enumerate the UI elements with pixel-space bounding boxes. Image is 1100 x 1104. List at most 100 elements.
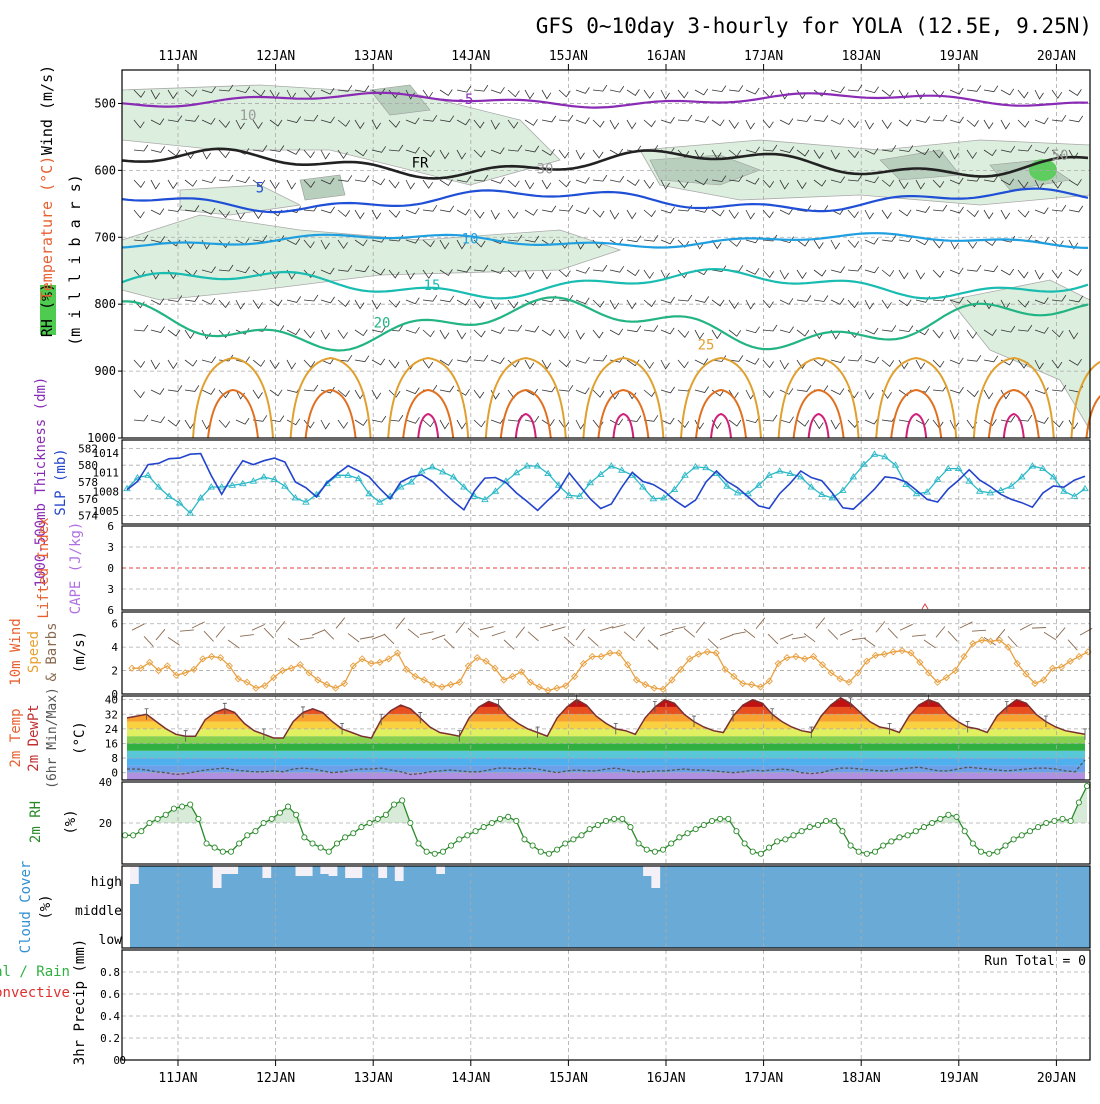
bottom-date-label: 17JAN — [744, 1071, 783, 1086]
wind-barb — [949, 116, 964, 124]
wind-speed-marker — [686, 655, 694, 663]
wind-barb — [320, 267, 335, 275]
wind-barb — [626, 359, 640, 367]
temp-band — [127, 772, 1085, 780]
wind-barb — [745, 357, 760, 365]
wind-barb — [191, 621, 205, 629]
wind-barb — [524, 269, 535, 280]
wind-barb — [388, 179, 400, 189]
wind-barb — [609, 119, 620, 130]
wind-barb — [983, 239, 997, 247]
wind-barb — [388, 389, 401, 398]
wind-barb — [184, 419, 195, 430]
y-tick-label-left: 580 — [78, 459, 98, 472]
isotherm-5 — [121, 187, 1089, 214]
wind-barb — [813, 239, 824, 250]
wind-barb — [728, 119, 739, 130]
wind-barb — [592, 119, 605, 128]
wind-barb — [383, 633, 395, 645]
wind-barb — [558, 269, 571, 278]
wind-barb — [1000, 209, 1011, 220]
isotherm-30-loop — [1085, 395, 1100, 439]
rh-marker — [179, 803, 186, 810]
y-tick-label: 0.4 — [100, 1010, 120, 1023]
wind-barb — [677, 359, 689, 369]
wind-barb — [218, 329, 231, 339]
wind-barb — [524, 179, 535, 190]
wind-barb — [405, 269, 415, 280]
wind-speed-marker — [137, 664, 145, 672]
wind-barb — [524, 359, 535, 370]
rh-marker — [863, 850, 870, 857]
rh-marker — [154, 815, 161, 822]
wind-barb — [881, 89, 895, 97]
minmax-bar — [1004, 701, 1009, 713]
wind-barb — [541, 329, 555, 336]
wind-barb — [218, 354, 234, 362]
thickness-marker — [649, 494, 658, 502]
temp-band — [127, 743, 1085, 751]
wind-barb — [728, 419, 742, 427]
wind-barb — [167, 359, 178, 370]
wind-speed-marker — [323, 680, 331, 689]
thickness-marker — [849, 473, 858, 480]
wind-barb — [473, 149, 486, 158]
wind-speed-marker — [473, 654, 481, 662]
y-axis-label-part: Temperature (°C) — [38, 156, 56, 301]
wind-barb — [320, 419, 330, 430]
wind-barb — [303, 149, 315, 159]
wind-barb — [131, 623, 145, 631]
wind-barb — [167, 419, 181, 427]
wind-barb — [539, 623, 554, 629]
wind-barb — [439, 269, 453, 276]
wind-speed-marker — [694, 650, 703, 658]
wind-barb — [467, 627, 479, 638]
thickness-marker — [786, 469, 795, 477]
thickness-marker — [281, 482, 289, 489]
wind-speed-marker — [1048, 664, 1057, 672]
wind-barb — [881, 269, 895, 277]
wind-barb — [745, 146, 760, 154]
wind-barb — [915, 148, 930, 156]
wind-barb — [779, 388, 794, 395]
wind-barb — [932, 359, 945, 368]
temp-band — [127, 697, 1085, 707]
wind-barb — [660, 89, 670, 100]
wind-speed-marker — [482, 657, 490, 665]
panel-frame — [121, 611, 1091, 695]
wind-barb — [611, 624, 626, 629]
wind-barb — [694, 178, 709, 186]
rh-marker — [570, 836, 577, 843]
wind-barb — [915, 206, 931, 213]
wind-speed-marker — [402, 665, 411, 674]
wind-barb — [1017, 324, 1033, 332]
rh-marker — [219, 848, 226, 855]
wind-barb — [949, 296, 964, 304]
wind-speed-marker — [916, 658, 924, 667]
thickness-marker — [617, 466, 626, 473]
rh-marker — [871, 848, 879, 855]
wind-barb — [405, 326, 420, 334]
rh-marker — [293, 811, 300, 818]
wind-barb — [1055, 627, 1066, 639]
cloud-gap — [212, 866, 222, 888]
rh-marker — [619, 815, 626, 822]
wind-barb — [592, 209, 605, 218]
wind-barb — [949, 386, 964, 394]
wind-barb — [677, 179, 689, 189]
y-tick-label: 0 — [111, 767, 118, 780]
wind-barb — [541, 419, 555, 426]
wind-barb — [575, 149, 585, 160]
thickness-marker — [523, 462, 531, 469]
wind-barb — [575, 329, 585, 340]
cloud-gap — [436, 866, 445, 874]
wind-barb — [762, 269, 775, 279]
wind-barb — [337, 419, 349, 429]
wind-speed-marker — [261, 682, 269, 690]
wind-barb — [575, 177, 590, 184]
wind-barb — [592, 389, 605, 398]
y-axis-label-part: Speed — [26, 631, 42, 673]
wind-barb — [354, 329, 368, 337]
wind-barb — [541, 269, 552, 280]
wind-barb — [932, 239, 944, 249]
